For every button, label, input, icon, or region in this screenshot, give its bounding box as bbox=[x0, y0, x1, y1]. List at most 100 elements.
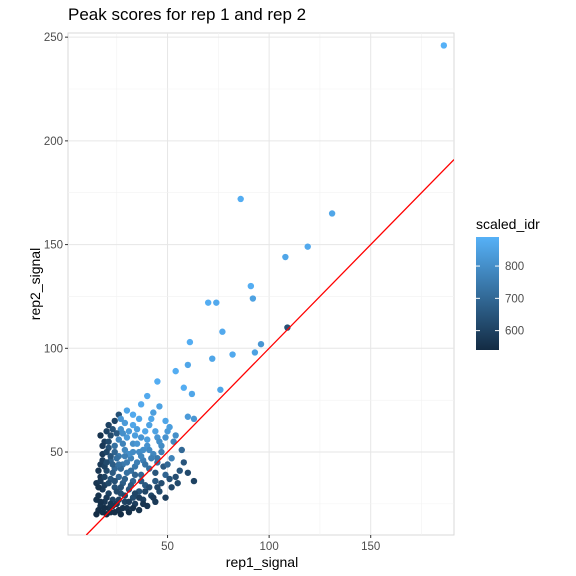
data-point bbox=[162, 494, 169, 501]
data-point bbox=[125, 508, 133, 516]
data-point bbox=[146, 465, 153, 472]
data-point bbox=[131, 471, 139, 479]
data-point bbox=[101, 504, 108, 512]
data-point bbox=[150, 409, 157, 416]
reference-line bbox=[85, 159, 454, 535]
chart-title: Peak scores for rep 1 and rep 2 bbox=[68, 5, 306, 24]
data-point bbox=[152, 469, 159, 476]
data-point bbox=[129, 504, 137, 512]
data-point bbox=[121, 446, 129, 454]
data-point bbox=[107, 432, 114, 439]
data-point bbox=[125, 498, 133, 506]
data-point bbox=[154, 378, 161, 385]
data-point bbox=[123, 407, 131, 414]
data-point bbox=[204, 299, 212, 306]
data-point bbox=[158, 479, 165, 487]
data-point bbox=[115, 496, 122, 503]
data-point bbox=[107, 452, 114, 460]
data-point bbox=[135, 415, 143, 423]
data-point bbox=[251, 349, 259, 356]
data-point bbox=[129, 411, 137, 418]
data-point bbox=[119, 504, 127, 512]
data-point bbox=[127, 467, 135, 474]
data-point bbox=[142, 488, 149, 495]
data-point bbox=[168, 484, 175, 491]
data-point bbox=[162, 417, 169, 425]
data-point bbox=[144, 436, 151, 443]
data-point bbox=[152, 428, 159, 435]
data-point bbox=[103, 459, 110, 466]
data-point bbox=[188, 390, 196, 398]
panel-border bbox=[67, 32, 455, 536]
data-point bbox=[111, 448, 118, 456]
data-point bbox=[156, 438, 163, 445]
data-point bbox=[113, 455, 120, 462]
data-point bbox=[284, 324, 291, 331]
data-point bbox=[146, 484, 153, 491]
data-point bbox=[184, 361, 192, 369]
data-point bbox=[440, 42, 448, 49]
data-point bbox=[257, 340, 265, 348]
y-tick-label: 200 bbox=[44, 136, 63, 148]
data-point bbox=[142, 461, 149, 468]
y-tick-label: 150 bbox=[44, 240, 63, 252]
data-point bbox=[176, 467, 183, 474]
data-point bbox=[111, 477, 118, 485]
data-point bbox=[172, 367, 179, 375]
data-point bbox=[247, 282, 255, 290]
legend-colorbar bbox=[476, 237, 499, 350]
data-point bbox=[146, 446, 153, 454]
data-point bbox=[209, 355, 216, 362]
data-point bbox=[103, 494, 110, 501]
data-point bbox=[105, 479, 112, 487]
reference-line-group bbox=[85, 159, 454, 535]
data-point bbox=[249, 295, 257, 302]
data-point bbox=[146, 421, 153, 429]
data-point bbox=[142, 428, 149, 435]
data-point bbox=[101, 473, 108, 481]
data-point bbox=[131, 432, 139, 439]
data-point bbox=[217, 386, 224, 393]
data-point bbox=[109, 426, 116, 433]
data-point bbox=[137, 434, 145, 441]
x-tick-label: 100 bbox=[260, 541, 279, 553]
data-point bbox=[152, 477, 159, 485]
data-point bbox=[184, 469, 192, 476]
data-point bbox=[172, 473, 179, 481]
data-point bbox=[229, 351, 236, 358]
data-point bbox=[162, 434, 169, 441]
data-point bbox=[115, 473, 122, 481]
data-point bbox=[119, 440, 127, 447]
data-point bbox=[137, 477, 145, 485]
data-point bbox=[180, 384, 187, 391]
legend-tick-label: 800 bbox=[505, 261, 524, 273]
legend-tick-label: 700 bbox=[505, 293, 524, 305]
data-point bbox=[121, 452, 129, 460]
data-point bbox=[135, 506, 143, 514]
data-point bbox=[166, 475, 173, 483]
data-point bbox=[219, 328, 226, 335]
data-point bbox=[133, 459, 141, 466]
data-point bbox=[180, 459, 187, 466]
data-point bbox=[148, 415, 155, 423]
data-point bbox=[109, 469, 116, 476]
data-point bbox=[105, 421, 112, 429]
data-point bbox=[105, 438, 112, 445]
data-point bbox=[117, 511, 125, 518]
data-point bbox=[99, 442, 106, 450]
data-point bbox=[174, 479, 181, 487]
data-point bbox=[139, 446, 147, 454]
data-point bbox=[123, 434, 131, 441]
data-point bbox=[121, 475, 129, 483]
data-point bbox=[95, 484, 102, 491]
x-axis-title: rep1_signal bbox=[226, 554, 298, 570]
data-point bbox=[137, 452, 145, 460]
data-point bbox=[166, 423, 173, 431]
data-point bbox=[113, 488, 120, 495]
data-point bbox=[162, 471, 169, 479]
data-point bbox=[121, 419, 129, 427]
data-point bbox=[186, 338, 194, 346]
data-point bbox=[237, 195, 244, 203]
